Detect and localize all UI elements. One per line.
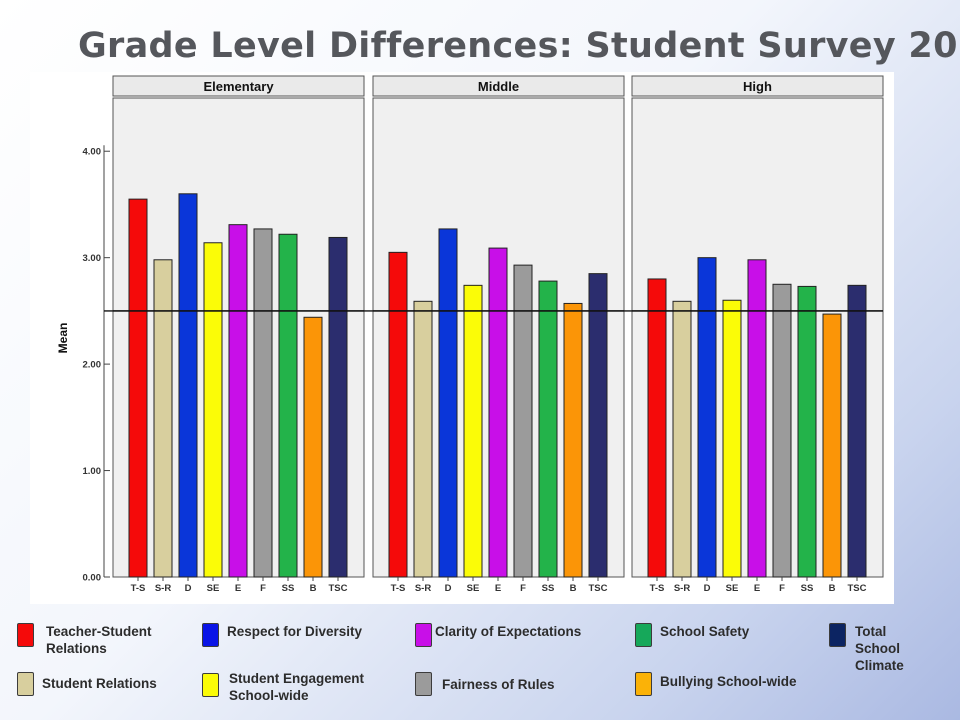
y-tick-label: 3.00 — [83, 253, 102, 264]
bar — [647, 278, 667, 578]
bar — [128, 198, 148, 578]
legend-item-fairness-rules: Fairness of Rules — [415, 672, 605, 696]
x-tick-label: TSC — [848, 583, 867, 594]
legend-label: Bullying School-wide — [660, 674, 797, 689]
bar — [438, 228, 458, 578]
x-tick-label: T-S — [391, 583, 406, 594]
x-tick-label: E — [754, 583, 760, 594]
bar — [538, 280, 558, 578]
bar — [388, 251, 408, 578]
bar — [847, 284, 867, 578]
legend-swatch — [202, 623, 219, 647]
x-tick-label: TSC — [329, 583, 348, 594]
legend-item-school-safety: School Safety — [635, 623, 805, 647]
x-tick-label: D — [704, 583, 711, 594]
legend-item-student-engagement: Student Engagement School-wide — [202, 670, 392, 704]
bar — [328, 236, 348, 578]
bar — [488, 247, 508, 578]
x-tick-label: B — [570, 583, 577, 594]
legend-item-bullying: Bullying School-wide — [635, 672, 835, 696]
y-tick-label: 1.00 — [83, 466, 102, 477]
bar — [413, 300, 433, 578]
bar — [513, 264, 533, 578]
legend-label: Student Relations — [42, 676, 157, 691]
bar — [153, 259, 173, 578]
x-tick-label: S-R — [415, 583, 432, 594]
bar — [228, 224, 248, 578]
legend-swatch — [829, 623, 846, 647]
x-tick-label: F — [779, 583, 785, 594]
legend-swatch — [17, 623, 34, 647]
y-axis-label: Mean — [56, 323, 70, 354]
bar — [772, 283, 792, 578]
bar — [563, 302, 583, 578]
legend-swatch — [202, 673, 219, 697]
panel-header — [112, 75, 365, 97]
legend-swatch — [635, 672, 652, 696]
x-tick-label: B — [310, 583, 317, 594]
bar — [672, 300, 692, 578]
legend-label: Student Engagement School-wide — [229, 671, 365, 703]
legend-swatch — [415, 672, 432, 696]
x-tick-label: SS — [542, 583, 555, 594]
x-tick-label: TSC — [589, 583, 608, 594]
x-tick-label: S-R — [674, 583, 691, 594]
x-tick-label: D — [445, 583, 452, 594]
x-tick-label: SE — [207, 583, 220, 594]
bar — [303, 316, 323, 578]
legend-item-clarity-expectations: Clarity of Expectations — [415, 623, 625, 647]
x-tick-label: D — [185, 583, 192, 594]
x-tick-label: SE — [467, 583, 480, 594]
slide-title: Grade Level Differences: Student Survey … — [78, 26, 960, 66]
bar — [697, 257, 717, 578]
legend-label: School Safety — [660, 624, 750, 639]
x-tick-label: F — [520, 583, 526, 594]
legend-item-respect-diversity: Respect for Diversity — [202, 623, 402, 647]
bar — [463, 284, 483, 578]
x-tick-label: B — [829, 583, 836, 594]
bar — [588, 273, 608, 578]
panel-header — [631, 75, 884, 97]
x-tick-label: E — [495, 583, 501, 594]
x-tick-label: E — [235, 583, 241, 594]
bar — [203, 242, 223, 578]
x-tick-label: T-S — [131, 583, 146, 594]
bar — [797, 285, 817, 578]
legend: Teacher-Student Relations Respect for Di… — [0, 615, 960, 720]
bar — [747, 259, 767, 578]
y-tick-label: 4.00 — [83, 147, 102, 158]
legend-label: Fairness of Rules — [442, 677, 555, 692]
x-tick-label: T-S — [650, 583, 665, 594]
panel-title: Middle — [478, 79, 519, 94]
chart-area: 0.00 1.00 2.00 3.00 4.00 Mean Elementary T-S S-R… — [30, 72, 894, 604]
x-tick-label: SS — [801, 583, 814, 594]
legend-swatch — [635, 623, 652, 647]
bar — [278, 233, 298, 578]
x-tick-label: F — [260, 583, 266, 594]
x-tick-label: SS — [282, 583, 295, 594]
legend-item-total-school-climate: Total School Climate — [829, 623, 929, 674]
legend-label: Clarity of Expectations — [435, 624, 582, 639]
y-tick-label: 2.00 — [83, 360, 102, 371]
panel-title: Elementary — [203, 79, 274, 94]
legend-label: Teacher-Student Relations — [46, 624, 152, 656]
bar — [722, 299, 742, 578]
legend-swatch — [415, 623, 432, 647]
legend-label: Respect for Diversity — [227, 624, 363, 639]
x-tick-label: S-R — [155, 583, 172, 594]
x-tick-label: SE — [726, 583, 739, 594]
bar — [822, 313, 842, 578]
legend-label: Total School Climate — [855, 624, 904, 673]
bar — [253, 228, 273, 578]
panel-title: High — [743, 79, 772, 94]
panel-header — [372, 75, 625, 97]
y-tick-label: 0.00 — [83, 573, 102, 584]
bar-chart: 0.00 1.00 2.00 3.00 4.00 Mean Elementary T-S S-R… — [56, 75, 884, 594]
legend-item-student-relations: Student Relations — [17, 672, 197, 696]
legend-item-teacher-student: Teacher-Student Relations — [17, 623, 187, 657]
legend-swatch — [17, 672, 34, 696]
bar — [178, 193, 198, 578]
